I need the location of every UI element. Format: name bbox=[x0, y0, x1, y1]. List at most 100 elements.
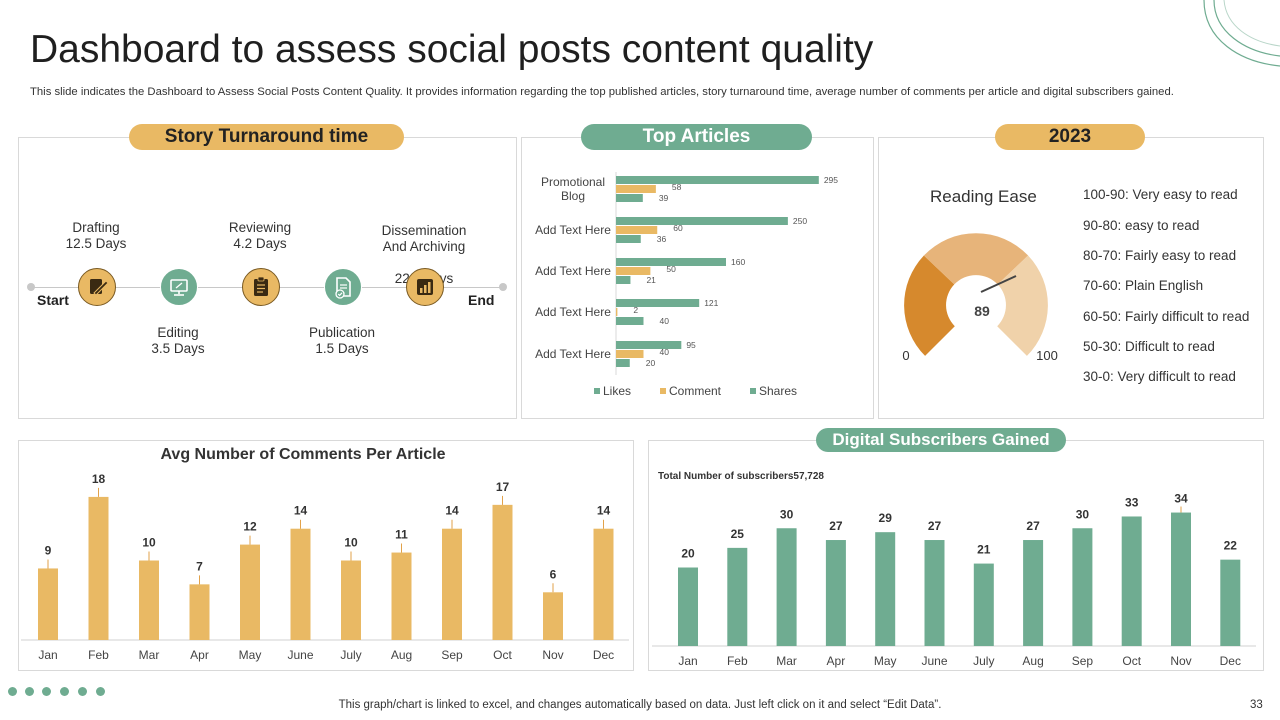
data-label: 295 bbox=[824, 175, 838, 185]
bar-shares bbox=[616, 317, 644, 325]
subscribers-chart: 20 Jan 25 Feb 30 Mar 27 Apr 29 May 27 June 21 July 27 A… bbox=[652, 492, 1256, 668]
bar bbox=[973, 563, 994, 646]
data-label: 95 bbox=[686, 340, 696, 350]
stage-name: Reviewing bbox=[228, 220, 292, 235]
data-label: 20 bbox=[646, 358, 656, 368]
bar-comment bbox=[616, 267, 651, 275]
timeline-start-label: Start bbox=[37, 292, 69, 308]
data-label: 21 bbox=[646, 275, 656, 285]
bar bbox=[139, 560, 159, 640]
x-tick-label: Aug bbox=[391, 648, 412, 662]
category-label: Add Text Here bbox=[535, 264, 611, 278]
page-number: 33 bbox=[1250, 699, 1263, 711]
avg-comments-title: Avg Number of Comments Per Article bbox=[160, 446, 446, 463]
chart-icon bbox=[417, 279, 433, 295]
data-label: 17 bbox=[496, 480, 510, 494]
decorative-arcs bbox=[1203, 0, 1280, 67]
year-title: 2023 bbox=[995, 124, 1145, 150]
decorative-dot bbox=[60, 687, 69, 696]
gauge-title: Reading Ease bbox=[930, 187, 1037, 206]
bar-shares bbox=[616, 235, 641, 243]
stage-name: Dissemination And Archiving bbox=[381, 223, 467, 254]
data-label: 27 bbox=[928, 519, 942, 533]
decorative-dot bbox=[8, 687, 17, 696]
data-label: 36 bbox=[657, 234, 667, 244]
bar bbox=[189, 584, 210, 640]
x-tick-label: Dec bbox=[1220, 654, 1241, 668]
bar bbox=[593, 528, 614, 640]
x-tick-label: Apr bbox=[827, 654, 846, 668]
x-tick-label: Oct bbox=[493, 648, 512, 662]
decorative-dot bbox=[78, 687, 87, 696]
data-label: 6 bbox=[550, 567, 557, 581]
stage-name: Editing bbox=[157, 325, 199, 340]
category-label: Add Text Here bbox=[535, 223, 611, 237]
x-tick-label: Jan bbox=[38, 648, 57, 662]
bar bbox=[543, 592, 563, 640]
monitor-icon bbox=[170, 279, 188, 296]
data-label: 11 bbox=[395, 528, 408, 542]
category-label: Add Text Here bbox=[535, 347, 611, 361]
timeline-start-dot bbox=[27, 283, 35, 291]
category-label: Promotional bbox=[541, 175, 605, 189]
decorative-dot bbox=[96, 687, 105, 696]
bar-shares bbox=[616, 194, 643, 202]
footer-note: This graph/chart is linked to excel, and… bbox=[338, 699, 942, 711]
bar bbox=[1072, 528, 1093, 646]
decorative-dot bbox=[42, 687, 51, 696]
x-tick-label: Nov bbox=[1170, 654, 1191, 668]
x-tick-label: July bbox=[340, 648, 361, 662]
stage-reviewing-label: Reviewing 4.2 Days bbox=[205, 220, 315, 252]
x-tick-label: Sep bbox=[1072, 654, 1094, 668]
reading-scale-item: 80-70: Fairly easy to read bbox=[1083, 248, 1237, 263]
stage-editing-node bbox=[160, 268, 198, 306]
legend-label-shares: Shares bbox=[759, 384, 797, 398]
bar-comment bbox=[616, 185, 656, 193]
bar bbox=[1121, 516, 1142, 646]
gauge-max-label: 100 bbox=[1036, 348, 1058, 363]
stage-publication-node bbox=[324, 268, 362, 306]
data-label: 39 bbox=[659, 193, 669, 203]
subscribers-panel bbox=[648, 440, 1264, 671]
data-label: 50 bbox=[666, 264, 676, 274]
x-tick-label: Jan bbox=[678, 654, 697, 668]
data-label: 27 bbox=[829, 519, 843, 533]
x-tick-label: June bbox=[287, 648, 313, 662]
data-label: 58 bbox=[672, 182, 682, 192]
data-label: 40 bbox=[660, 347, 670, 357]
stage-name: Drafting bbox=[72, 220, 120, 235]
data-label: 121 bbox=[704, 298, 718, 308]
timeline-end-dot bbox=[499, 283, 507, 291]
stage-days: 12.5 Days bbox=[65, 236, 127, 251]
avg-comments-chart: 9 Jan 18 Feb 10 Mar 7 Apr 12 May 14 June 10 July 11 Aug… bbox=[21, 472, 629, 662]
x-tick-label: Feb bbox=[727, 654, 748, 668]
bar bbox=[1220, 559, 1241, 646]
x-tick-label: Apr bbox=[190, 648, 209, 662]
gauge-needle bbox=[980, 275, 1017, 293]
bar-likes bbox=[616, 299, 700, 307]
data-label: 27 bbox=[1026, 519, 1040, 533]
bar bbox=[727, 547, 748, 646]
data-label: 14 bbox=[445, 504, 459, 518]
bar bbox=[1171, 512, 1191, 646]
reading-scale-item: 100-90: Very easy to read bbox=[1083, 187, 1238, 202]
gauge-segment-high bbox=[997, 255, 1048, 356]
bar bbox=[442, 528, 462, 640]
x-tick-label: Mar bbox=[776, 654, 797, 668]
bar-likes bbox=[616, 341, 682, 349]
avg-comments-panel bbox=[18, 440, 634, 671]
bar bbox=[38, 568, 58, 640]
legend-swatch-comment bbox=[660, 388, 666, 394]
legend-swatch-likes bbox=[594, 388, 600, 394]
clipboard-icon bbox=[254, 276, 268, 296]
bar bbox=[776, 528, 797, 646]
gauge-value: 89 bbox=[974, 303, 990, 319]
data-label: 22 bbox=[1224, 539, 1238, 553]
x-tick-label: Aug bbox=[1022, 654, 1043, 668]
data-label: 10 bbox=[344, 536, 358, 550]
reading-scale-item: 90-80: easy to read bbox=[1083, 218, 1200, 233]
category-label: Blog bbox=[561, 189, 585, 203]
reading-scale-item: 30-0: Very difficult to read bbox=[1083, 369, 1236, 384]
data-label: 40 bbox=[660, 316, 670, 326]
